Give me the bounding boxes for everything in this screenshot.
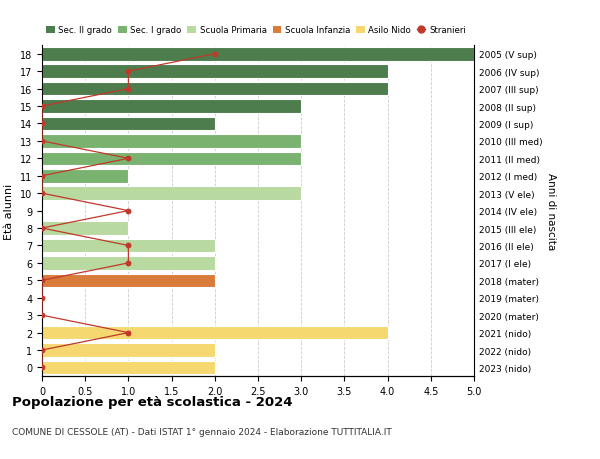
Point (124, 155, 133, 162)
Point (124, 207, 133, 215)
Bar (42, 361, 215, 375)
Point (37, 103, 47, 111)
Point (37, 277, 47, 285)
Bar (42, 326, 388, 340)
Bar (42, 257, 215, 270)
Bar (42, 118, 215, 131)
Bar (42, 83, 388, 96)
Bar (42, 48, 474, 62)
Point (37, 173, 47, 180)
Point (124, 86, 133, 93)
Point (124, 329, 133, 336)
Bar (42, 239, 215, 253)
Bar (42, 169, 128, 183)
Legend: Sec. II grado, Sec. I grado, Scuola Primaria, Scuola Infanzia, Asilo Nido, Stran: Sec. II grado, Sec. I grado, Scuola Prim… (46, 26, 466, 35)
Bar (42, 343, 215, 357)
Bar (42, 274, 215, 287)
Bar (42, 222, 128, 235)
Point (37, 225, 47, 232)
Point (124, 68, 133, 76)
Y-axis label: Età alunni: Età alunni (4, 183, 14, 239)
Point (37, 294, 47, 302)
Bar (42, 135, 301, 148)
Point (124, 260, 133, 267)
Y-axis label: Anni di nascita: Anni di nascita (547, 173, 556, 250)
Point (37, 312, 47, 319)
Text: Popolazione per età scolastica - 2024: Popolazione per età scolastica - 2024 (12, 395, 293, 408)
Text: COMUNE DI CESSOLE (AT) - Dati ISTAT 1° gennaio 2024 - Elaborazione TUTTITALIA.IT: COMUNE DI CESSOLE (AT) - Dati ISTAT 1° g… (12, 427, 392, 436)
Point (210, 51, 220, 58)
Point (37, 364, 47, 371)
Point (37, 121, 47, 128)
Point (37, 347, 47, 354)
Bar (42, 100, 301, 113)
Point (124, 242, 133, 250)
Bar (42, 65, 388, 79)
Bar (42, 187, 301, 201)
Bar (42, 152, 301, 166)
Point (37, 138, 47, 145)
Point (37, 190, 47, 197)
